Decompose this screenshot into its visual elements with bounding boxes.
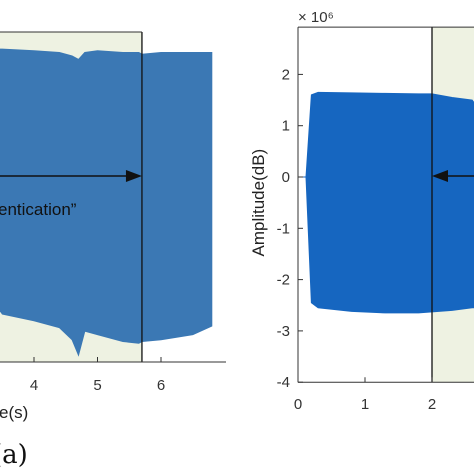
left-x-tick-label-0: 4 <box>30 377 38 394</box>
left-panel-label: (a) <box>0 440 28 470</box>
right-signal-envelope <box>298 91 474 314</box>
left-chart: 4 5 6 entication” e(s) (a) <box>0 31 226 470</box>
right-y-ticks: -4 -3 -2 -1 0 1 2 <box>277 66 303 391</box>
left-arrowhead <box>125 170 142 182</box>
right-y-tick-label-3: -1 <box>277 220 290 237</box>
right-y-tick-label-5: 1 <box>282 118 290 135</box>
right-y-axis-label: Amplitude(dB) <box>249 149 268 257</box>
right-x-tick-label-0: 0 <box>294 396 302 413</box>
right-x-tick-label-1: 1 <box>361 396 369 413</box>
right-y-tick-label-0: -4 <box>277 374 290 391</box>
left-x-axis-label: e(s) <box>0 403 28 422</box>
right-y-multiplier: × 10⁶ <box>298 9 334 26</box>
right-y-tick-label-2: -2 <box>277 272 290 289</box>
right-x-ticks: 0 1 2 <box>294 377 436 413</box>
right-chart: 0 1 2 -4 -3 -2 -1 0 1 2 × 10⁶ Amplitude(dB) <box>249 9 474 413</box>
left-x-ticks: 4 5 6 <box>30 357 165 394</box>
right-y-tick-label-1: -3 <box>277 323 290 340</box>
right-x-tick-label-2: 2 <box>428 396 436 413</box>
left-x-tick-label-2: 6 <box>157 377 165 394</box>
left-annotation: entication” <box>0 200 77 219</box>
left-x-tick-label-1: 5 <box>93 377 101 394</box>
right-y-tick-label-6: 2 <box>282 66 290 83</box>
right-arrowhead <box>432 170 448 182</box>
left-signal-envelope <box>0 48 213 357</box>
right-y-tick-label-4: 0 <box>282 169 290 186</box>
